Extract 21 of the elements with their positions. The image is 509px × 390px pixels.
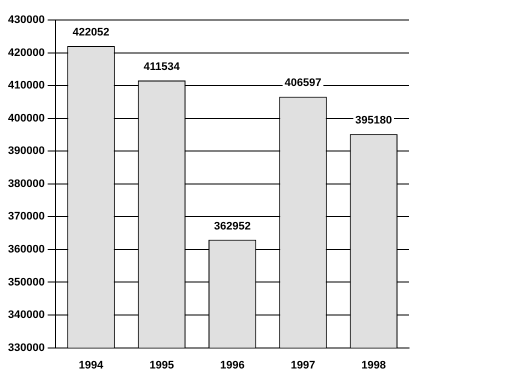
- data-label: 362952: [214, 220, 251, 232]
- x-tick-label: 1996: [220, 359, 245, 372]
- y-tick-label: 330000: [8, 342, 45, 354]
- y-tick-label: 360000: [8, 243, 45, 256]
- y-tick-label: 420000: [8, 46, 45, 59]
- y-tick-label: 380000: [8, 178, 45, 190]
- y-tick-label: 340000: [8, 309, 45, 322]
- y-tick-label: 390000: [8, 145, 45, 158]
- y-tick-label: 350000: [8, 276, 45, 288]
- y-tick-label: 410000: [8, 80, 45, 92]
- y-tick-label: 430000: [8, 14, 45, 26]
- x-tick-label: 1997: [290, 359, 316, 372]
- data-label: 422052: [72, 26, 110, 39]
- data-label: 406597: [284, 77, 322, 90]
- x-tick-label: 1998: [361, 359, 386, 372]
- x-tick-label: 1994: [78, 359, 104, 372]
- x-tick-label: 1995: [149, 359, 174, 372]
- data-label: 395180: [355, 114, 392, 127]
- data-label: 411534: [144, 61, 181, 74]
- y-tick-label: 400000: [8, 112, 45, 124]
- y-tick-label: 370000: [8, 210, 45, 223]
